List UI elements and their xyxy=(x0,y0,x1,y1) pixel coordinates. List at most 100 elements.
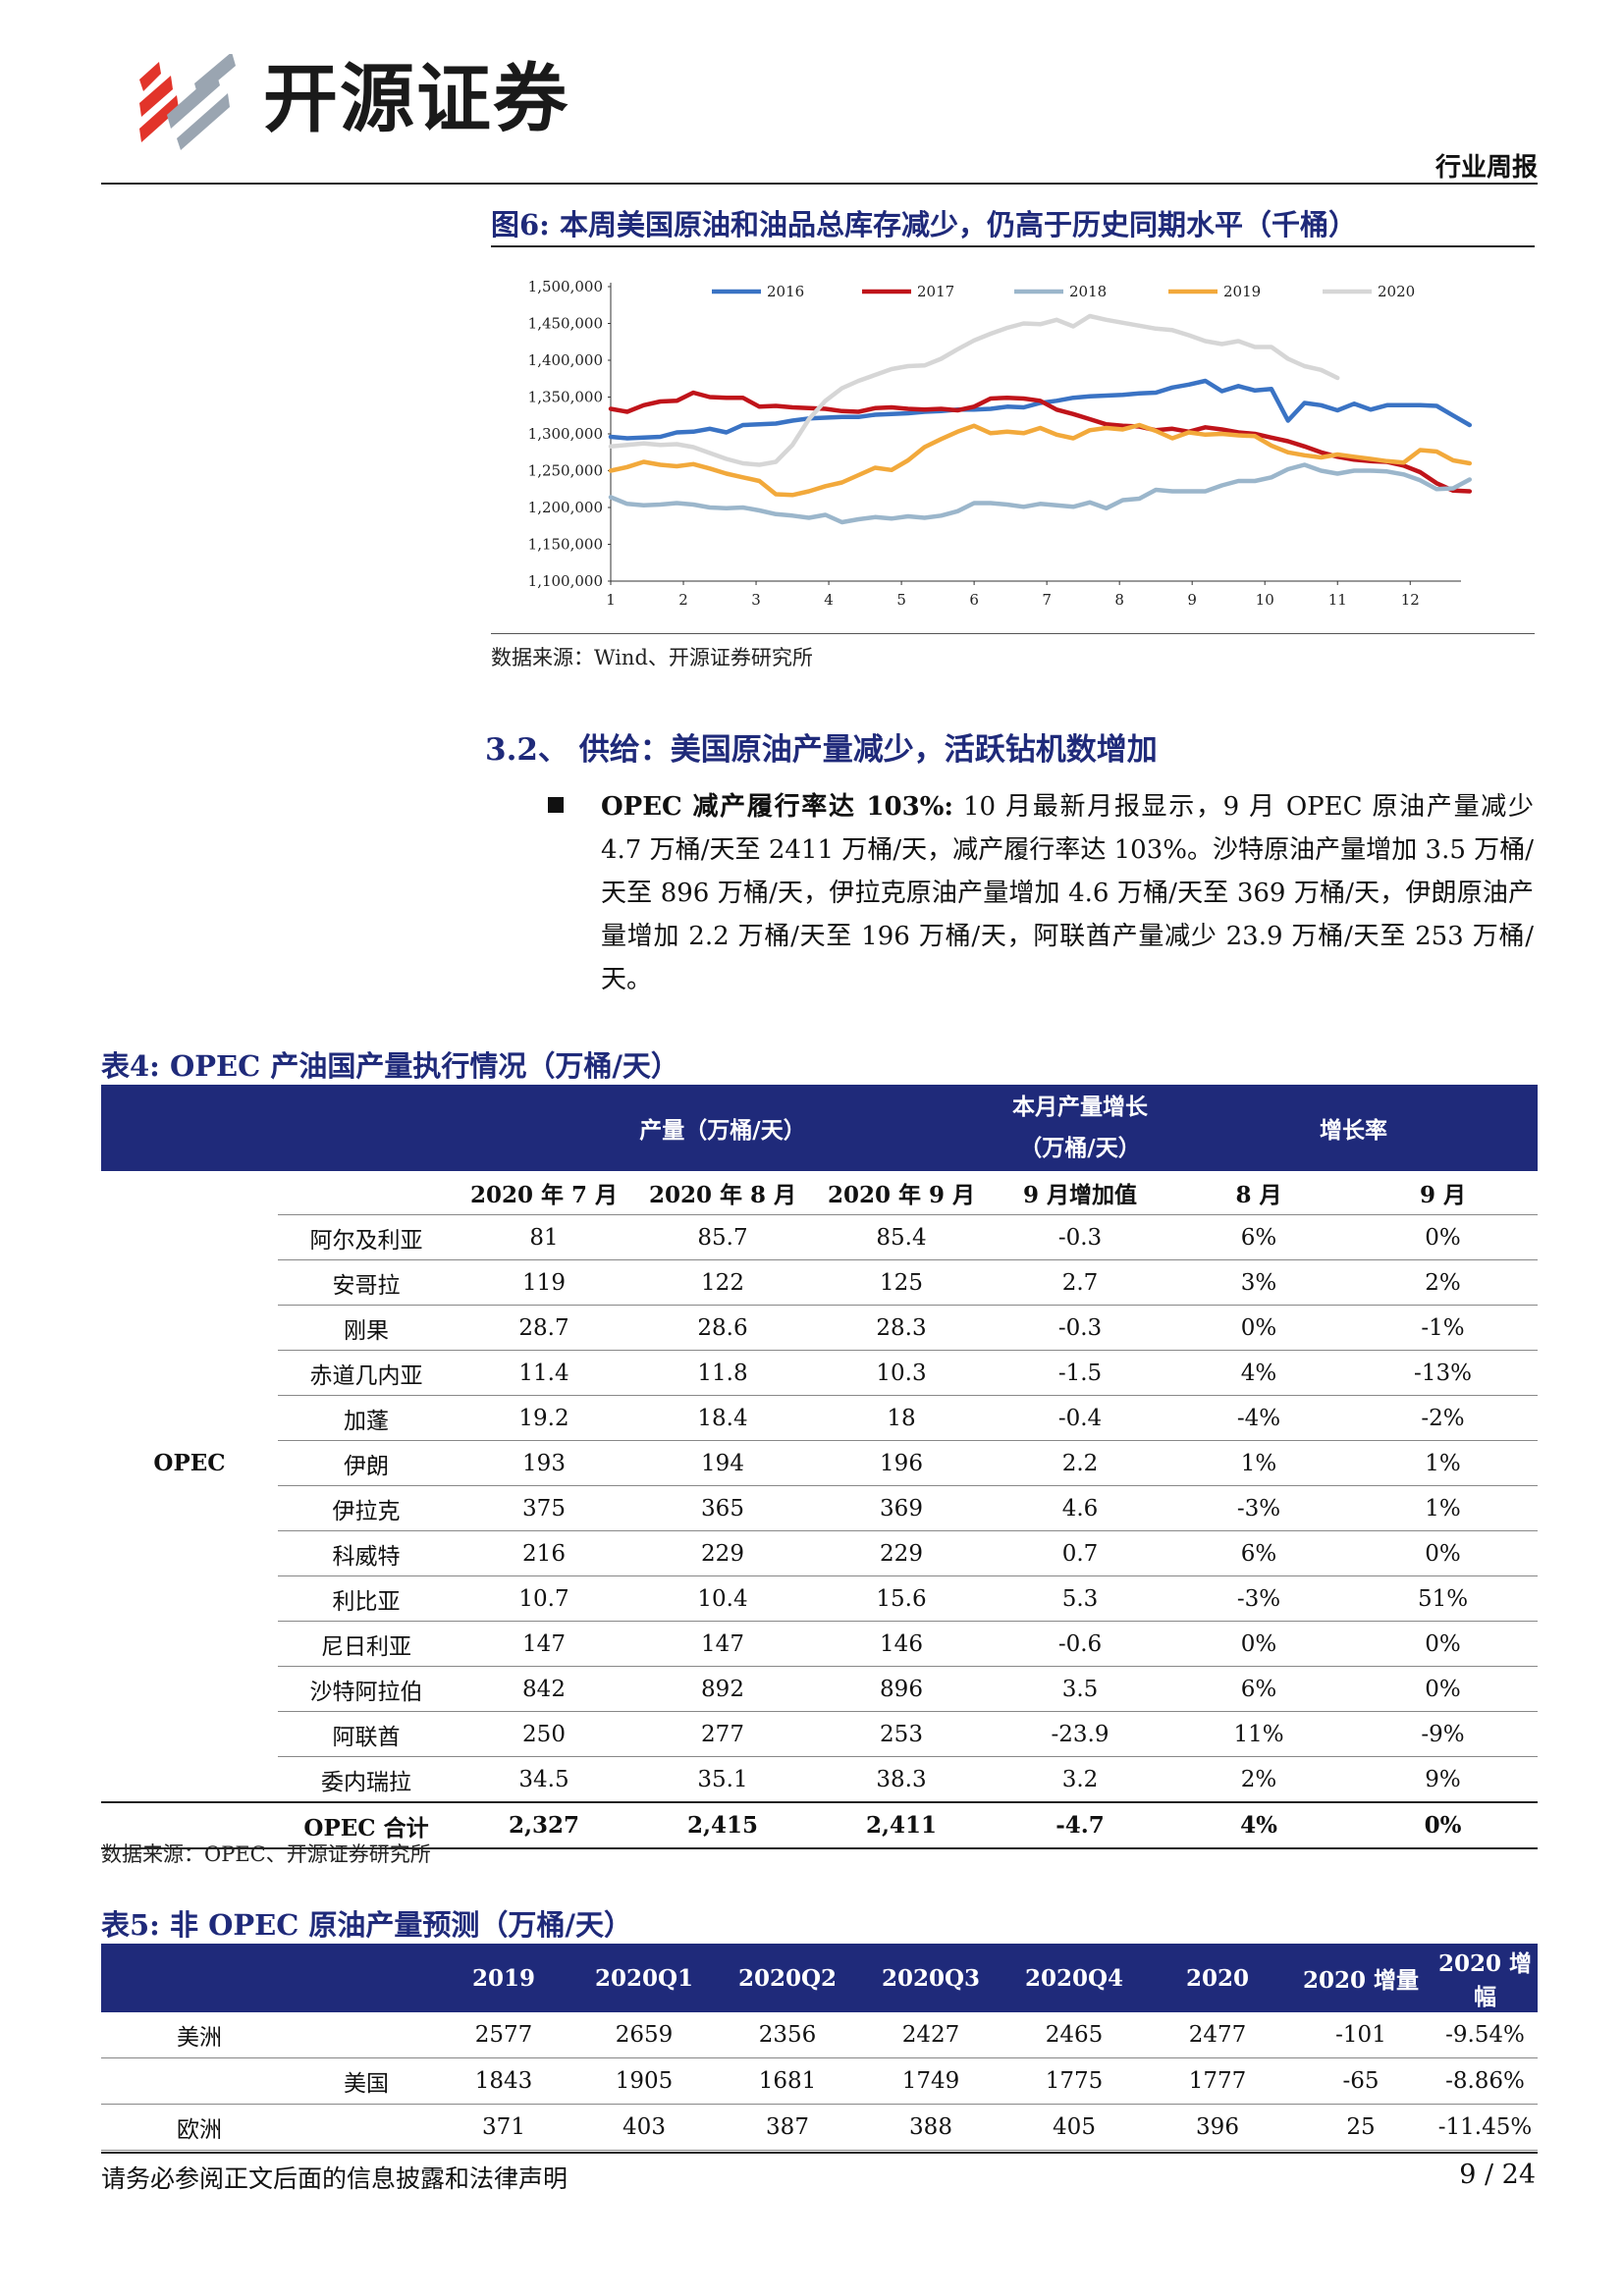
table-cell: 2,327 xyxy=(455,1801,633,1849)
table-cell: 11.8 xyxy=(633,1350,812,1396)
table-cell: -9.54% xyxy=(1433,2012,1538,2058)
table-cell: 1749 xyxy=(859,2057,1002,2105)
table-cell: 5.3 xyxy=(991,1575,1169,1622)
country-name: 赤道几内亚 xyxy=(278,1350,455,1396)
table-cell: 6% xyxy=(1169,1214,1348,1260)
series-line-2019 xyxy=(608,422,1473,498)
country-name: 安哥拉 xyxy=(278,1259,455,1306)
table-cell: 35.1 xyxy=(633,1756,812,1803)
table-cell: -4.7 xyxy=(991,1801,1169,1849)
region-name xyxy=(101,2057,298,2105)
header-production: 产量（万桶/天） xyxy=(639,1117,806,1144)
table-cell: 892 xyxy=(633,1666,812,1712)
table-cell: 38.3 xyxy=(812,1756,991,1803)
table-cell: 0% xyxy=(1169,1305,1348,1351)
table-cell: 85.7 xyxy=(633,1214,812,1260)
table-cell: 403 xyxy=(572,2104,716,2151)
table-cell: 125 xyxy=(812,1259,991,1306)
table-cell: 2% xyxy=(1169,1756,1348,1803)
legend-label: 2017 xyxy=(917,283,954,300)
table-cell: 388 xyxy=(859,2104,1002,2151)
column-header: 2020 增幅 xyxy=(1433,1944,1538,2012)
bullet-square-icon xyxy=(548,797,564,813)
table-cell: 28.7 xyxy=(455,1305,633,1351)
table-row: 科威特 216 229 229 0.7 6% 0% xyxy=(101,1530,1538,1576)
table-cell: 4.6 xyxy=(991,1485,1169,1531)
table-cell: 2477 xyxy=(1146,2012,1289,2058)
table-cell: -0.4 xyxy=(991,1395,1169,1441)
table-cell: 229 xyxy=(812,1530,991,1576)
table-cell: 1843 xyxy=(435,2057,572,2105)
group-cell xyxy=(101,1306,278,1351)
table-cell: 396 xyxy=(1146,2104,1289,2151)
bullet-text: 10 月最新月报显示，9 月 OPEC 原油产量减少 4.7 万桶/天至 241… xyxy=(601,792,1534,994)
inventory-line-chart: 1,500,000 1,450,000 1,400,000 1,350,000 1,30… xyxy=(528,278,1473,609)
country-name: 伊朗 xyxy=(278,1440,455,1486)
column-header: 2020Q2 xyxy=(716,1944,859,2012)
table-cell: 6% xyxy=(1169,1530,1348,1576)
table-cell: 2356 xyxy=(716,2012,859,2058)
table-cell: 81 xyxy=(455,1214,633,1260)
table-cell: 405 xyxy=(1002,2104,1146,2151)
table-cell: 0% xyxy=(1348,1621,1538,1667)
country-name: 加蓬 xyxy=(278,1395,455,1441)
group-cell xyxy=(101,1576,278,1622)
table-cell: -3% xyxy=(1169,1485,1348,1531)
figure-6-title: 图6: 本周美国原油和油品总库存减少，仍高于历史同期水平（千桶） xyxy=(491,208,1357,241)
region-name: 美国 xyxy=(298,2057,435,2105)
bullet-paragraph: OPEC 减产履行率达 103%: 10 月最新月报显示，9 月 OPEC 原油… xyxy=(601,785,1534,1001)
group-cell xyxy=(101,1486,278,1531)
brand-name: 开源证券 xyxy=(263,55,569,142)
region-name xyxy=(298,2012,435,2058)
table-cell: -1% xyxy=(1348,1305,1538,1351)
table-cell: -0.6 xyxy=(991,1621,1169,1667)
column-header: 2020 xyxy=(1146,1944,1289,2012)
footer-divider xyxy=(101,2152,1538,2154)
table-cell: 10.7 xyxy=(455,1575,633,1622)
table-cell: 85.4 xyxy=(812,1214,991,1260)
region-name: 欧洲 xyxy=(101,2104,298,2151)
series-line-2017 xyxy=(608,390,1473,494)
bullet-lead: OPEC 减产履行率达 103%: xyxy=(601,792,954,822)
table-cell: 0% xyxy=(1348,1214,1538,1260)
country-name: 科威特 xyxy=(278,1530,455,1576)
y-tick-label: 1,350,000 xyxy=(528,389,603,406)
country-name: 阿尔及利亚 xyxy=(278,1214,455,1260)
table-cell: 277 xyxy=(633,1711,812,1757)
header-growth-line2: （万桶/天） xyxy=(1019,1135,1141,1161)
country-name: 利比亚 xyxy=(278,1575,455,1622)
table-cell: 51% xyxy=(1348,1575,1538,1622)
column-header xyxy=(101,1944,298,2012)
group-cell xyxy=(101,1351,278,1396)
table-cell: 193 xyxy=(455,1440,633,1486)
table-cell: 1% xyxy=(1348,1440,1538,1486)
legend-label: 2020 xyxy=(1378,283,1415,300)
table-row: 利比亚 10.7 10.4 15.6 5.3 -3% 51% xyxy=(101,1575,1538,1622)
total-row: OPEC 合计 2,327 2,415 2,411 -4.7 4% 0% xyxy=(101,1801,1538,1849)
table-cell: 10.4 xyxy=(633,1575,812,1622)
x-tick-label: 8 xyxy=(1114,591,1124,609)
table-cell: 28.3 xyxy=(812,1305,991,1351)
table-cell: -0.3 xyxy=(991,1214,1169,1260)
figure-bottom-divider xyxy=(491,633,1535,634)
report-type: 行业周报 xyxy=(1435,153,1538,183)
table-cell: 25 xyxy=(1289,2104,1433,2151)
logo xyxy=(139,54,236,150)
table-cell: 2427 xyxy=(859,2012,1002,2058)
table-cell: 9% xyxy=(1348,1756,1538,1803)
sub-header: 9 月增加值 xyxy=(991,1171,1169,1215)
table-cell: 3% xyxy=(1169,1259,1348,1306)
column-header: 2020 增量 xyxy=(1289,1944,1433,2012)
table-cell: 387 xyxy=(716,2104,859,2151)
table-cell: -1.5 xyxy=(991,1350,1169,1396)
table-cell: 0% xyxy=(1348,1666,1538,1712)
y-tick-label: 1,200,000 xyxy=(528,499,603,516)
table-cell: 2.2 xyxy=(991,1440,1169,1486)
y-tick-label: 1,300,000 xyxy=(528,425,603,443)
table-cell: 6% xyxy=(1169,1666,1348,1712)
table-5-title: 表5: 非 OPEC 原油产量预测（万桶/天） xyxy=(101,1908,633,1942)
table-cell: 250 xyxy=(455,1711,633,1757)
table-cell: 3.5 xyxy=(991,1666,1169,1712)
table-cell: 15.6 xyxy=(812,1575,991,1622)
table-cell: -2% xyxy=(1348,1395,1538,1441)
